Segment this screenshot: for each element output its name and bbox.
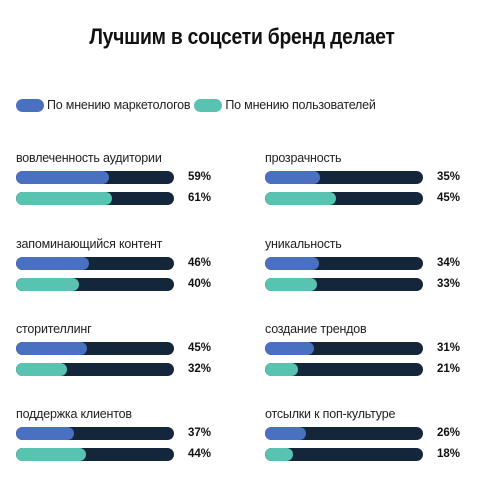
bar-row-marketers: 45%: [16, 342, 216, 355]
bar-marketers: [16, 427, 74, 440]
bar-marketers: [16, 342, 87, 355]
value-label-users: 18%: [437, 448, 461, 460]
value-label-users: 45%: [437, 192, 461, 204]
bar-marketers: [265, 257, 319, 270]
value-label-marketers: 59%: [188, 171, 212, 183]
bar-row-users: 32%: [16, 363, 216, 376]
legend-label-users: По мнению пользователей: [225, 98, 376, 112]
legend-item-marketers: По мнению маркетологов: [16, 98, 191, 112]
value-label-users: 40%: [188, 278, 212, 290]
bar-marketers: [265, 342, 314, 355]
legend-swatch-marketers: [16, 98, 44, 112]
bar-users: [16, 448, 86, 461]
metric-group: прозрачность 35% 45%: [265, 150, 465, 205]
bar-row-users: 21%: [265, 363, 465, 376]
bar-users: [265, 448, 293, 461]
bar-track: [265, 427, 423, 440]
bar-row-users: 40%: [16, 278, 216, 291]
legend-swatch-users: [194, 98, 223, 112]
bar-row-marketers: 34%: [265, 257, 465, 270]
bar-row-users: 45%: [265, 192, 465, 205]
bar-marketers: [265, 427, 306, 440]
bar-marketers: [16, 257, 89, 270]
bar-track: [16, 342, 174, 355]
value-label-marketers: 31%: [437, 342, 461, 354]
category-label: запоминающийся контент: [16, 237, 163, 251]
value-label-marketers: 46%: [188, 257, 212, 269]
bar-users: [265, 363, 298, 376]
metric-group: запоминающийся контент 46% 40%: [16, 236, 216, 291]
bar-row-marketers: 35%: [265, 171, 465, 184]
value-label-marketers: 34%: [437, 257, 461, 269]
bar-row-users: 33%: [265, 278, 465, 291]
value-label-users: 33%: [437, 278, 461, 290]
bar-track: [265, 192, 423, 205]
legend: По мнению маркетологов По мнению пользов…: [16, 98, 380, 112]
bar-users: [16, 363, 67, 376]
category-label: сторителлинг: [16, 322, 92, 336]
metric-group: вовлеченность аудитории 59% 61%: [16, 150, 216, 205]
value-label-marketers: 26%: [437, 427, 461, 439]
category-label: поддержка клиентов: [16, 407, 132, 421]
bar-track: [265, 342, 423, 355]
bar-track: [16, 363, 174, 376]
category-label: вовлеченность аудитории: [16, 151, 162, 165]
value-label-marketers: 45%: [188, 342, 212, 354]
bar-track: [16, 257, 174, 270]
bar-users: [265, 278, 317, 291]
bar-row-marketers: 37%: [16, 427, 216, 440]
bar-users: [16, 278, 79, 291]
bar-row-marketers: 59%: [16, 171, 216, 184]
category-label: прозрачность: [265, 151, 342, 165]
bar-users: [265, 192, 336, 205]
legend-label-marketers: По мнению маркетологов: [47, 98, 191, 112]
metric-group: отсылки к поп-культуре 26% 18%: [265, 406, 465, 461]
bar-row-users: 44%: [16, 448, 216, 461]
bar-track: [16, 278, 174, 291]
legend-item-users: По мнению пользователей: [194, 98, 376, 112]
bar-track: [265, 278, 423, 291]
bar-row-marketers: 46%: [16, 257, 216, 270]
category-label: отсылки к поп-культуре: [265, 407, 396, 421]
metric-group: создание трендов 31% 21%: [265, 321, 465, 376]
bar-track: [16, 171, 174, 184]
bar-row-marketers: 26%: [265, 427, 465, 440]
bar-row-marketers: 31%: [265, 342, 465, 355]
value-label-marketers: 37%: [188, 427, 212, 439]
bar-track: [265, 363, 423, 376]
value-label-users: 61%: [188, 192, 212, 204]
value-label-marketers: 35%: [437, 171, 461, 183]
bar-marketers: [16, 171, 109, 184]
bar-row-users: 18%: [265, 448, 465, 461]
category-label: уникальность: [265, 237, 342, 251]
value-label-users: 32%: [188, 363, 212, 375]
bar-track: [16, 192, 174, 205]
bar-track: [265, 448, 423, 461]
bar-marketers: [265, 171, 320, 184]
bar-track: [265, 171, 423, 184]
value-label-users: 21%: [437, 363, 461, 375]
bar-users: [16, 192, 112, 205]
bar-track: [16, 448, 174, 461]
bar-track: [16, 427, 174, 440]
category-label: создание трендов: [265, 322, 367, 336]
metric-group: поддержка клиентов 37% 44%: [16, 406, 216, 461]
chart-title: Лучшим в соцсети бренд делает: [89, 24, 395, 49]
bar-row-users: 61%: [16, 192, 216, 205]
value-label-users: 44%: [188, 448, 212, 460]
metric-group: сторителлинг 45% 32%: [16, 321, 216, 376]
bar-track: [265, 257, 423, 270]
metric-group: уникальность 34% 33%: [265, 236, 465, 291]
